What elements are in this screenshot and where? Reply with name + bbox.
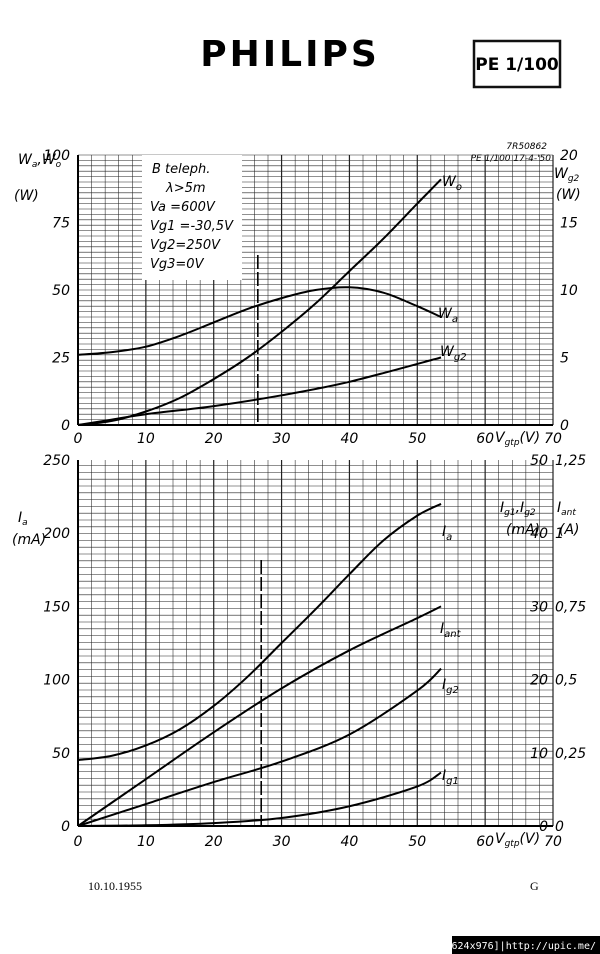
bottom-series-ia bbox=[77, 503, 442, 762]
brand-logo: PHILIPS bbox=[200, 34, 380, 75]
iant-axis-unit: (A) bbox=[559, 522, 580, 538]
top-series-label-wg2: Wg2 bbox=[440, 344, 467, 363]
top-left-tick-label: 0 bbox=[61, 418, 70, 434]
top-series-label-wo: Wo bbox=[442, 174, 462, 193]
top-right-tick-label: 0 bbox=[560, 418, 569, 434]
top-left-tick-label: 100 bbox=[43, 148, 70, 164]
top-x-tick-label: 20 bbox=[205, 431, 223, 447]
top-right-tick-label: 15 bbox=[560, 216, 578, 232]
bottom-left-tick-label: 200 bbox=[43, 526, 70, 542]
drawing-date: PE 1/100 17-4-'50 bbox=[471, 154, 552, 164]
bottom-right2-tick-label: 0,5 bbox=[555, 673, 577, 689]
top-series-wo bbox=[77, 178, 442, 426]
top-right-tick-label: 10 bbox=[560, 283, 578, 299]
top-x-tick-label: 50 bbox=[408, 431, 426, 447]
top-x-tick-label: 30 bbox=[273, 431, 291, 447]
bottom-right-tick-label: 30 bbox=[530, 599, 548, 615]
bottom-x-tick-label: 70 bbox=[544, 834, 562, 850]
top-left-tick-label: 75 bbox=[52, 216, 70, 232]
top-right-tick-label: 20 bbox=[560, 148, 578, 164]
top-right-tick-label: 5 bbox=[560, 351, 569, 367]
bottom-right-tick-label: 10 bbox=[530, 746, 548, 762]
condition-wavelength: λ>5m bbox=[165, 181, 206, 196]
top-x-axis-title: Vgtp(V) bbox=[495, 430, 540, 448]
bottom-series-label-iant: Iant bbox=[440, 621, 462, 640]
top-series-wg2 bbox=[77, 356, 442, 426]
bottom-x-tick-label: 40 bbox=[341, 834, 359, 850]
sheet-letter: G bbox=[530, 879, 539, 893]
top-x-tick-label: 60 bbox=[476, 431, 494, 447]
ia-axis-unit: (mA) bbox=[12, 532, 46, 548]
drawing-number: 7R50862 bbox=[506, 142, 547, 152]
condition-vg1: Vg1 =-30,5V bbox=[150, 219, 234, 234]
top-right-axis-unit: (W) bbox=[556, 187, 581, 203]
bottom-x-tick-label: 50 bbox=[408, 834, 426, 850]
bottom-right2-tick-label: 0,25 bbox=[555, 746, 586, 762]
top-x-tick-label: 0 bbox=[74, 431, 83, 447]
bottom-x-axis-title: Vgtp(V) bbox=[495, 831, 540, 849]
bottom-x-tick-label: 20 bbox=[205, 834, 223, 850]
condition-vg3: Vg3=0V bbox=[150, 257, 205, 272]
source-watermark: [624x976]|http://upic.me/ bbox=[445, 941, 596, 952]
bottom-right-tick-label: 20 bbox=[530, 673, 548, 689]
bottom-right2-tick-label: 1,25 bbox=[555, 453, 586, 469]
top-left-tick-label: 25 bbox=[52, 351, 70, 367]
top-series-label-wa: Wa bbox=[438, 306, 458, 325]
bottom-x-tick-label: 30 bbox=[273, 834, 291, 850]
bottom-series-label-ig2: Ig2 bbox=[442, 677, 459, 696]
bottom-left-tick-label: 50 bbox=[52, 746, 70, 762]
code-box bbox=[472, 39, 562, 89]
bottom-series-label-ia: Ia bbox=[442, 524, 452, 543]
bottom-right2-tick-label: 1 bbox=[555, 526, 564, 542]
type-code: PE 1/100 bbox=[475, 55, 559, 75]
bottom-left-tick-label: 0 bbox=[61, 819, 70, 835]
top-left-tick-label: 50 bbox=[52, 283, 70, 299]
bottom-series-ig2 bbox=[77, 667, 442, 827]
condition-class: B teleph. bbox=[152, 162, 210, 177]
bottom-right2-tick-label: 0 bbox=[555, 819, 564, 835]
top-left-axis-title: Wa,Wo bbox=[18, 152, 62, 170]
ig-axis-title: Ig1,Ig2 bbox=[500, 500, 536, 518]
bottom-left-tick-label: 150 bbox=[43, 599, 70, 615]
top-left-axis-unit: (W) bbox=[14, 188, 39, 204]
top-x-tick-label: 70 bbox=[544, 431, 562, 447]
bottom-series-iant bbox=[77, 605, 442, 827]
bottom-x-tick-label: 60 bbox=[476, 834, 494, 850]
ig-axis-unit: (mA) bbox=[506, 522, 540, 538]
bottom-series-ig1 bbox=[77, 771, 442, 827]
operating-conditions: B teleph. λ>5m Va =600V Vg1 =-30,5V Vg2=… bbox=[142, 155, 242, 280]
bottom-x-tick-label: 0 bbox=[74, 834, 83, 850]
condition-va: Va =600V bbox=[150, 200, 216, 215]
top-x-tick-label: 10 bbox=[137, 431, 155, 447]
bottom-right-tick-label: 0 bbox=[539, 819, 548, 835]
top-right-axis-title: Wg2 bbox=[554, 166, 580, 184]
bottom-right2-tick-label: 0,75 bbox=[555, 599, 586, 615]
bottom-left-tick-label: 100 bbox=[43, 673, 70, 689]
iant-axis-title: Iant bbox=[557, 500, 576, 518]
top-series-wa bbox=[77, 286, 442, 356]
print-date: 10.10.1955 bbox=[88, 879, 142, 893]
watermark-bar bbox=[452, 936, 600, 954]
bottom-series-label-ig1: Ig1 bbox=[442, 768, 459, 787]
bottom-left-tick-label: 250 bbox=[43, 453, 70, 469]
condition-vg2: Vg2=250V bbox=[150, 238, 221, 253]
bottom-x-tick-label: 10 bbox=[137, 834, 155, 850]
ia-axis-title: Ia bbox=[18, 510, 28, 528]
current-chart: 0 10 20 30 40 50 60 700501001502002500102030405… bbox=[43, 453, 586, 850]
bottom-right-tick-label: 50 bbox=[530, 453, 548, 469]
bottom-right-tick-label: 40 bbox=[530, 526, 548, 542]
top-x-tick-label: 40 bbox=[341, 431, 359, 447]
